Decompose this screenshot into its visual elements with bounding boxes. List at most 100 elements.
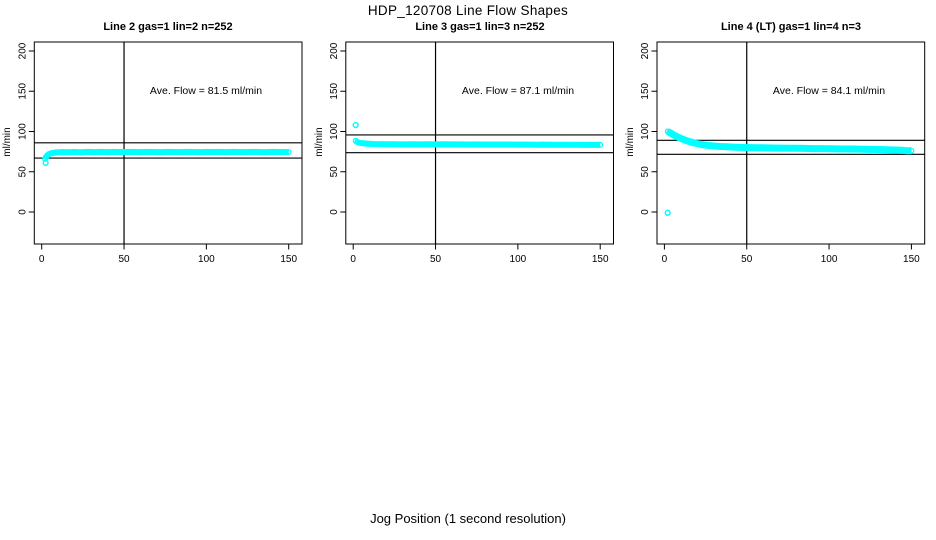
data-point bbox=[177, 149, 183, 156]
data-point bbox=[752, 144, 758, 151]
y-tick-label: 150 bbox=[640, 82, 651, 99]
data-point bbox=[449, 141, 455, 148]
x-tick-label: 0 bbox=[662, 254, 668, 265]
x-tick-label: 50 bbox=[118, 254, 130, 265]
data-point bbox=[391, 141, 398, 148]
data-point bbox=[356, 139, 363, 146]
data-point bbox=[48, 150, 55, 157]
data-point bbox=[51, 149, 58, 156]
data-point bbox=[724, 143, 730, 150]
x-tick-label: 100 bbox=[198, 254, 215, 265]
data-point bbox=[407, 141, 414, 148]
data-point bbox=[784, 145, 791, 152]
y-tick-label: 50 bbox=[329, 166, 340, 178]
panel-2-title: Line 3 gas=1 lin=3 n=252 bbox=[415, 21, 545, 33]
data-point bbox=[506, 141, 513, 148]
data-point bbox=[203, 148, 210, 155]
data-point bbox=[137, 149, 144, 156]
y-tick-label: 100 bbox=[329, 123, 340, 140]
data-point bbox=[144, 148, 151, 155]
panel-1-ave-flow-annotation: Ave. Flow = 81.5 ml/min bbox=[149, 85, 263, 97]
y-tick-label: 50 bbox=[18, 166, 29, 178]
data-point bbox=[71, 149, 78, 155]
data-point bbox=[269, 148, 276, 155]
panel-box bbox=[345, 41, 614, 245]
data-point bbox=[793, 145, 800, 152]
x-tick-label: 50 bbox=[430, 254, 442, 265]
data-point bbox=[768, 145, 775, 151]
data-point bbox=[210, 149, 216, 155]
data-point bbox=[383, 141, 390, 148]
data-point bbox=[91, 149, 98, 156]
data-point bbox=[473, 141, 480, 148]
data-point bbox=[743, 144, 750, 151]
data-point bbox=[490, 141, 497, 148]
data-point bbox=[78, 149, 85, 156]
y-tick-label: 200 bbox=[329, 42, 340, 59]
data-point bbox=[859, 146, 865, 153]
outlier-point bbox=[42, 159, 49, 167]
data-point bbox=[737, 144, 744, 151]
data-point bbox=[111, 148, 118, 155]
data-point bbox=[717, 143, 724, 150]
data-point bbox=[523, 141, 530, 148]
data-point bbox=[817, 145, 824, 152]
data-point bbox=[564, 141, 571, 148]
data-point bbox=[682, 137, 689, 144]
y-tick-label: 0 bbox=[329, 209, 340, 215]
outlier-point bbox=[352, 121, 359, 129]
data-point bbox=[776, 145, 783, 152]
data-point bbox=[170, 149, 177, 155]
y-tick-label: 100 bbox=[640, 123, 651, 140]
data-point bbox=[498, 141, 505, 148]
y-tick-label: 0 bbox=[640, 209, 651, 215]
data-point bbox=[150, 149, 157, 155]
data-point bbox=[163, 148, 170, 155]
data-band bbox=[353, 138, 601, 148]
data-point bbox=[98, 148, 104, 155]
x-tick-label: 150 bbox=[592, 254, 609, 265]
data-point bbox=[124, 149, 131, 155]
data-point bbox=[891, 147, 898, 153]
data-point bbox=[424, 141, 431, 148]
outlier-point bbox=[664, 209, 671, 216]
data-point bbox=[547, 141, 554, 148]
data-point bbox=[130, 148, 137, 155]
x-tick-label: 150 bbox=[280, 254, 297, 265]
panel-2: 0 50 100 150 0 50 100 150 200 bbox=[329, 41, 614, 265]
x-tick-label: 100 bbox=[821, 254, 838, 265]
y-tick-label: 50 bbox=[640, 166, 651, 178]
data-point bbox=[556, 141, 562, 148]
panel-1-y-axis-label: ml/min bbox=[2, 127, 13, 157]
y-tick-label: 0 bbox=[18, 209, 29, 215]
data-point bbox=[183, 148, 190, 155]
data-point bbox=[256, 149, 263, 155]
data-point bbox=[223, 149, 230, 156]
data-point bbox=[440, 141, 447, 148]
panel-3: 0 50 100 150 0 50 100 150 200 bbox=[640, 41, 926, 265]
panel-box bbox=[656, 41, 926, 245]
data-point bbox=[416, 141, 423, 148]
data-point bbox=[236, 149, 243, 155]
data-point bbox=[157, 149, 164, 156]
y-tick-label: 150 bbox=[329, 82, 340, 99]
data-point bbox=[760, 144, 767, 151]
data-point bbox=[242, 149, 249, 156]
data-point bbox=[689, 139, 696, 146]
data-band bbox=[665, 128, 912, 155]
data-point bbox=[432, 141, 439, 148]
data-point bbox=[597, 141, 604, 148]
data-point bbox=[196, 149, 203, 156]
panel-3-title: Line 4 (LT) gas=1 lin=4 n=3 bbox=[720, 21, 862, 33]
main-title: HDP_120708 Line Flow Shapes bbox=[367, 3, 569, 18]
data-point bbox=[84, 148, 91, 155]
data-point bbox=[399, 141, 406, 148]
panel-2-y-axis-label: ml/min bbox=[314, 127, 325, 157]
data-point bbox=[867, 146, 874, 153]
data-point bbox=[531, 141, 538, 148]
data-point bbox=[809, 145, 816, 152]
data-point bbox=[710, 143, 717, 149]
panel-2-ave-flow-annotation: Ave. Flow = 87.1 ml/min bbox=[461, 85, 575, 97]
data-point bbox=[514, 141, 521, 148]
